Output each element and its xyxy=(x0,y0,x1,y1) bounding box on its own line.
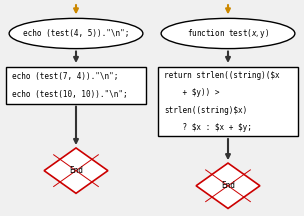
Text: function test($x, $y): function test($x, $y) xyxy=(187,27,269,40)
Polygon shape xyxy=(196,163,260,208)
Text: End: End xyxy=(221,181,235,190)
Text: strlen((string)$x): strlen((string)$x) xyxy=(164,106,247,115)
Text: echo (test(10, 10))."\n";: echo (test(10, 10))."\n"; xyxy=(12,90,128,99)
Text: ? $x : $x + $y;: ? $x : $x + $y; xyxy=(164,123,252,132)
Ellipse shape xyxy=(161,18,295,49)
Text: + $y)) >: + $y)) > xyxy=(164,88,220,97)
Text: return strlen((string)($x: return strlen((string)($x xyxy=(164,71,280,80)
Text: End: End xyxy=(69,166,83,175)
FancyBboxPatch shape xyxy=(6,67,146,104)
Text: echo (test(4, 5))."\n";: echo (test(4, 5))."\n"; xyxy=(23,29,129,38)
Text: echo (test(7, 4))."\n";: echo (test(7, 4))."\n"; xyxy=(12,72,119,81)
Polygon shape xyxy=(44,148,108,193)
FancyBboxPatch shape xyxy=(158,67,298,136)
Ellipse shape xyxy=(9,18,143,49)
